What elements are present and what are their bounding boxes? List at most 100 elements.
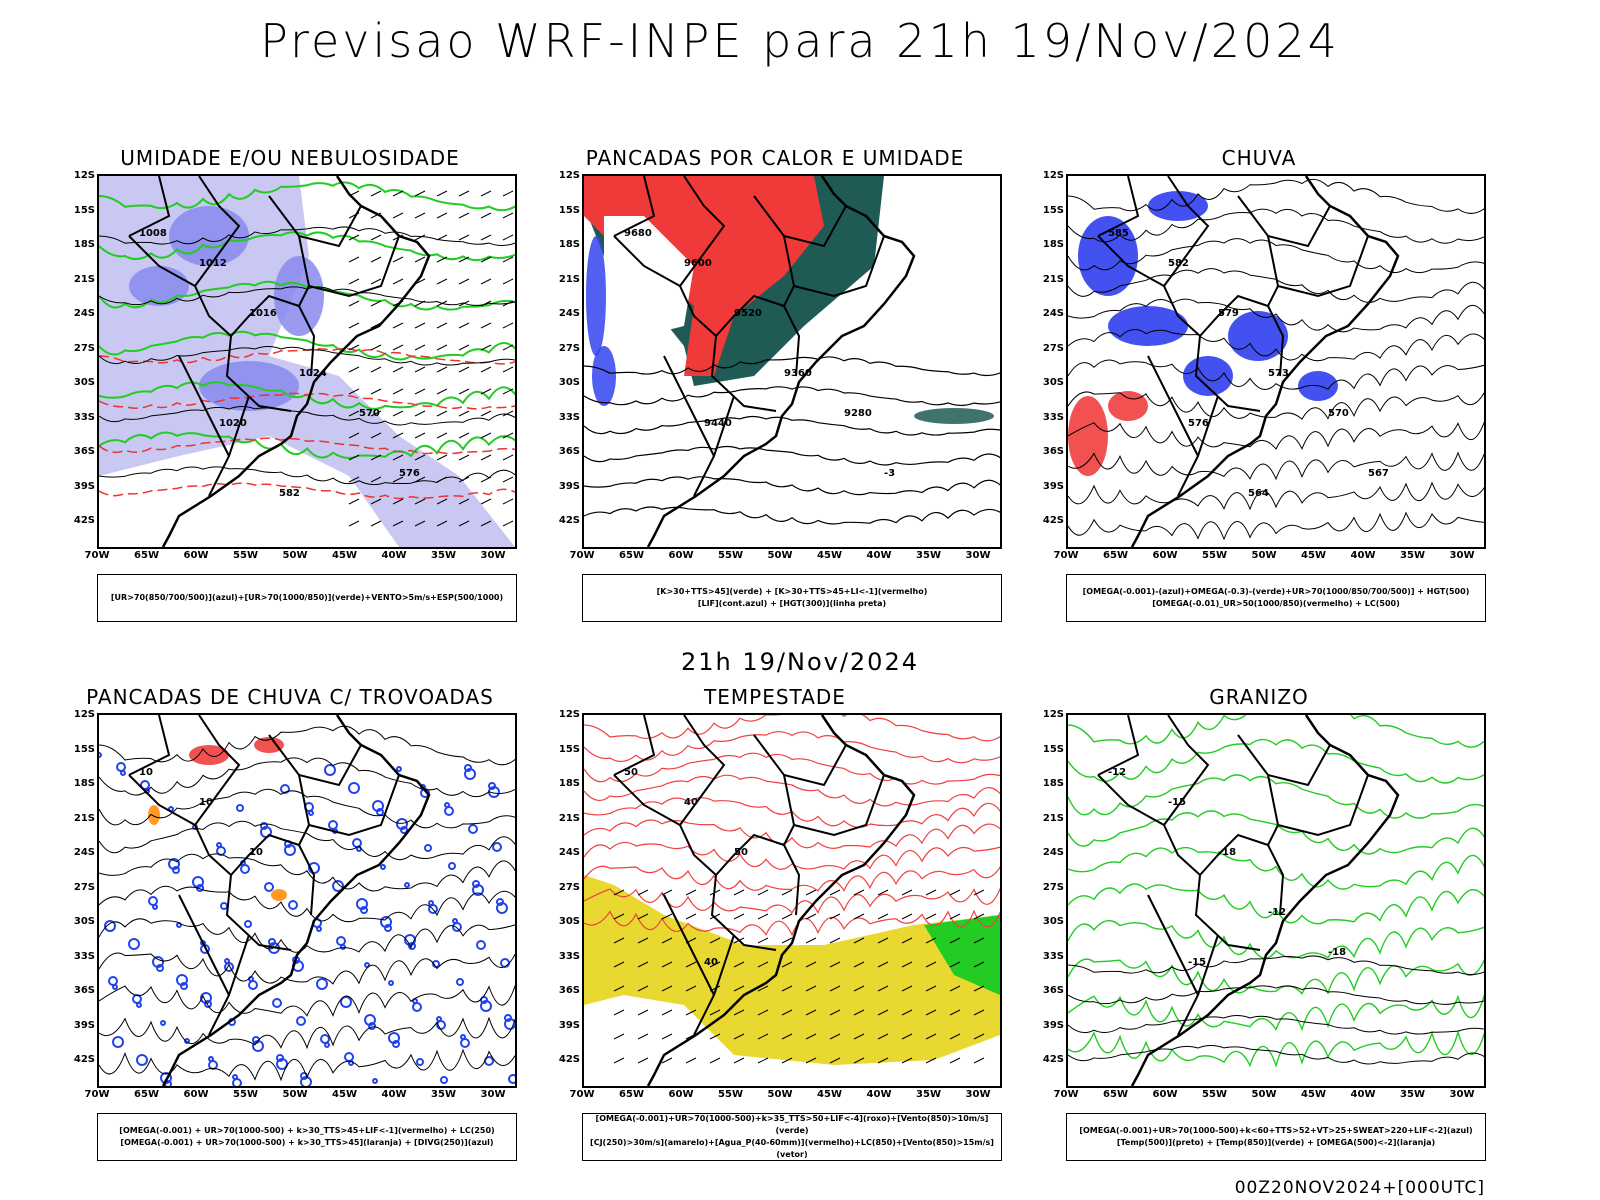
wind-vector-126 — [502, 498, 514, 505]
lon-tick: 60W — [668, 1089, 694, 1100]
wind-vector-47 — [392, 520, 404, 527]
wind-vector-67 — [436, 256, 448, 263]
contour-label: 576 — [1188, 418, 1209, 429]
lat-tick: 21S — [558, 273, 580, 285]
border-5 — [1267, 235, 1369, 298]
lon-tick: 30W — [965, 550, 991, 561]
wind-vector-58 — [414, 410, 426, 417]
lon-tick: 50W — [767, 1089, 793, 1100]
wind850-vector-50 — [757, 937, 769, 944]
divg-blob-61 — [416, 1058, 424, 1066]
wind850-vector-73 — [829, 913, 841, 920]
contour-label: 50 — [624, 767, 638, 778]
wind850-vector-39 — [709, 1057, 721, 1064]
wind-vector-107 — [480, 432, 492, 439]
wind850-vector-115 — [949, 961, 961, 968]
pressure-contour-2 — [99, 346, 515, 366]
border-0 — [193, 176, 316, 377]
wind-vector-77 — [436, 476, 448, 483]
wind850-vector-47 — [733, 1057, 745, 1064]
lon-tick: 50W — [282, 1089, 308, 1100]
lon-tick: 40W — [1350, 1089, 1376, 1100]
wind-vector-51 — [414, 256, 426, 263]
lat-tick: 30S — [558, 377, 580, 388]
temp500-contour-3 — [1068, 1045, 1484, 1065]
divg-blob-73 — [220, 902, 228, 910]
hgt500-contour-5 — [1068, 329, 1484, 362]
contour-label: -12 — [1108, 767, 1126, 778]
border-5 — [1267, 774, 1369, 837]
wind850-vector-19 — [661, 961, 673, 968]
border-2 — [128, 235, 196, 287]
lat-tick: 24S — [73, 308, 95, 319]
wind850-vector-13 — [637, 1009, 649, 1016]
wind-vector-21 — [370, 300, 382, 307]
lat-tick: 30S — [73, 377, 95, 388]
wind850-vector-94 — [877, 1033, 889, 1040]
lat-tick: 12S — [1042, 170, 1064, 181]
divg-blob-42 — [240, 864, 250, 874]
wind850-vector-12 — [637, 985, 649, 992]
wind-vector-124 — [502, 454, 514, 461]
wind-vector-12 — [348, 454, 360, 461]
contour-label: -18 — [1328, 947, 1346, 958]
wind-vector-92 — [458, 454, 470, 461]
wind850-vector-22 — [661, 1033, 673, 1040]
border-6 — [783, 285, 795, 307]
wind850-vector-70 — [805, 1033, 817, 1040]
lif-blob-1 — [592, 346, 616, 406]
wind850-vector-41 — [733, 913, 745, 920]
lat-tick: 42S — [73, 515, 95, 526]
lc250-contour-9 — [99, 1016, 515, 1050]
lat-tick: 21S — [73, 812, 95, 824]
wind-vector-115 — [502, 256, 514, 263]
wind850-vector-100 — [901, 985, 913, 992]
legend-line: [OMEGA(-0.001) + UR>70(1000-500) + k>30_… — [119, 1126, 495, 1135]
green-contour-4 — [99, 381, 515, 410]
wind850-vector-92 — [877, 985, 889, 992]
divg-blob-130 — [328, 820, 338, 830]
wind850-vector-127 — [973, 1057, 985, 1064]
wind-vector-72 — [436, 366, 448, 373]
contour-label: 576 — [399, 468, 420, 479]
wind850-green-region — [924, 915, 1000, 995]
lat-tick: 27S — [73, 881, 95, 893]
contour-label: 50 — [734, 847, 748, 858]
longitude-axis: 70W 65W 60W 55W 50W 45W 40W 35W 30W — [85, 1089, 517, 1103]
lat-tick: 33S — [558, 411, 580, 423]
latitude-axis: 12S 15S 18S 21S 24S 27S 30S 33S 36S 39S 42S — [552, 709, 580, 1088]
latitude-axis: 12S 15S 18S 21S 24S 27S 30S 33S 36S 39S 42S — [552, 170, 580, 549]
wind850-vector-87 — [853, 1057, 865, 1064]
divg-blob-34 — [232, 1078, 242, 1086]
wind850-vector-124 — [973, 985, 985, 992]
wind850-vector-81 — [853, 913, 865, 920]
divg-blob-86 — [492, 842, 502, 852]
wind850-vector-72 — [829, 889, 841, 896]
thunder-orange-blob-0 — [148, 805, 160, 825]
wind-vector-86 — [458, 322, 470, 329]
lon-tick: 60W — [1152, 1089, 1178, 1100]
lon-tick: 50W — [1251, 1089, 1277, 1100]
wind-vector-35 — [392, 256, 404, 263]
border-5 — [783, 235, 885, 298]
coastline — [161, 176, 431, 547]
temp500-contour-2 — [1068, 1015, 1484, 1035]
wind-vector-112 — [502, 190, 514, 197]
legend-line: [CJ(250)>30m/s](amarelo)+[Agua_P(40-60mm… — [590, 1138, 994, 1159]
clear-region — [604, 216, 694, 336]
divg-blob-113 — [260, 822, 268, 830]
divg-blob-148 — [452, 918, 458, 924]
lat-tick: 33S — [73, 411, 95, 423]
wind-vector-83 — [458, 256, 470, 263]
lon-tick: 55W — [1202, 550, 1227, 561]
wind850-vector-88 — [877, 889, 889, 896]
agua-p-contour-4 — [584, 797, 1000, 828]
lc250-contour-6 — [99, 918, 515, 953]
wind-vector-36 — [392, 278, 404, 285]
wind-vector-121 — [502, 388, 514, 395]
border-5 — [783, 774, 885, 837]
lon-tick: 55W — [718, 550, 743, 561]
latitude-axis: 12S 15S 18S 21S 24S 27S 30S 33S 36S 39S 42S — [1036, 709, 1064, 1088]
wind850-vector-120 — [973, 889, 985, 896]
lon-tick: 40W — [1350, 550, 1376, 561]
